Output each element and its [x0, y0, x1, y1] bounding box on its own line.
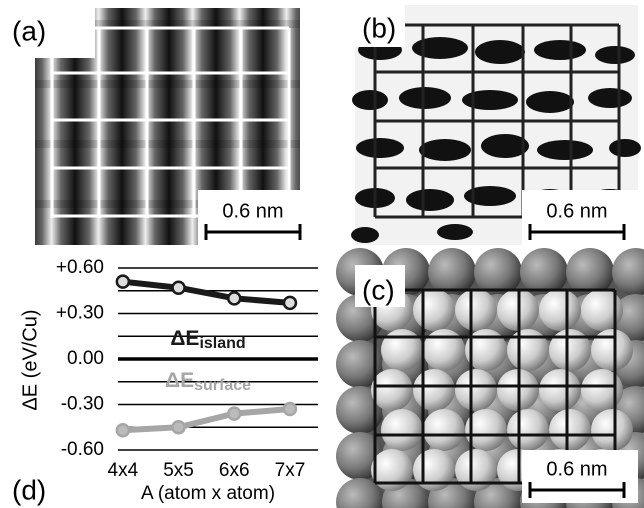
y-tick-label: +0.60	[56, 257, 104, 278]
figure: (a) 0.6 nm (b) 0.6 nm (c) 0.6 nm (d) +0.…	[0, 0, 644, 508]
atom	[507, 329, 549, 371]
scale-label: 0.6 nm	[222, 200, 283, 222]
atom	[413, 449, 455, 491]
scale-label: 0.6 nm	[546, 458, 607, 480]
panel-label: (a)	[12, 15, 46, 46]
y-tick-label: -0.60	[61, 439, 104, 460]
atom	[581, 369, 623, 411]
atom	[539, 289, 581, 331]
x-tick-label: 7x7	[275, 460, 306, 481]
atom	[371, 369, 413, 411]
x-tick-label: 5x5	[163, 460, 194, 481]
series-subscript: surface	[194, 377, 251, 394]
atom	[423, 329, 465, 371]
panel-label: (c)	[362, 274, 395, 305]
x-axis-label: A (atom x atom)	[141, 483, 275, 504]
panel-d: (d) +0.60 +0.30 0.00 -0.30 -0.60 ΔE (eV/Cu) A …	[12, 257, 318, 505]
point	[228, 292, 240, 304]
atom	[591, 329, 633, 371]
atom	[581, 289, 623, 331]
x-tick-label: 6x6	[219, 460, 250, 481]
atom	[455, 289, 497, 331]
series-label: ΔEisland	[170, 327, 245, 353]
panel-label: (b)	[362, 12, 396, 43]
y-axis-label: ΔE (eV/Cu)	[19, 309, 41, 410]
atom	[371, 449, 413, 491]
atom	[591, 409, 633, 451]
x-tick-label: 4x4	[108, 460, 139, 481]
series-subscript: island	[199, 335, 245, 352]
y-tick-label: +0.30	[56, 303, 104, 324]
series-name: ΔE	[165, 369, 194, 392]
atom	[381, 409, 423, 451]
series-label: ΔEsurface	[165, 369, 251, 395]
atom	[549, 329, 591, 371]
panel-b: (b) 0.6 nm	[351, 5, 641, 245]
atom	[455, 449, 497, 491]
atom	[413, 369, 455, 411]
y-tick-label: 0.00	[67, 348, 104, 369]
point	[117, 424, 129, 436]
point	[117, 276, 129, 288]
scale-label: 0.6 nm	[546, 200, 607, 222]
panel-a: (a) 0.6 nm	[12, 8, 305, 245]
point	[228, 408, 240, 420]
atom	[539, 369, 581, 411]
atom	[507, 409, 549, 451]
y-tick-label: -0.30	[61, 394, 104, 415]
atom	[455, 369, 497, 411]
point	[173, 282, 185, 294]
atom	[423, 409, 465, 451]
point	[284, 297, 296, 309]
atom	[381, 329, 423, 371]
panel-c: (c) 0.6 nm	[336, 248, 644, 508]
series-line	[123, 282, 290, 303]
panel-label: (d)	[12, 474, 46, 505]
atom	[413, 289, 455, 331]
point	[173, 421, 185, 433]
series-name: ΔE	[170, 327, 199, 350]
point	[284, 403, 296, 415]
atom	[549, 409, 591, 451]
